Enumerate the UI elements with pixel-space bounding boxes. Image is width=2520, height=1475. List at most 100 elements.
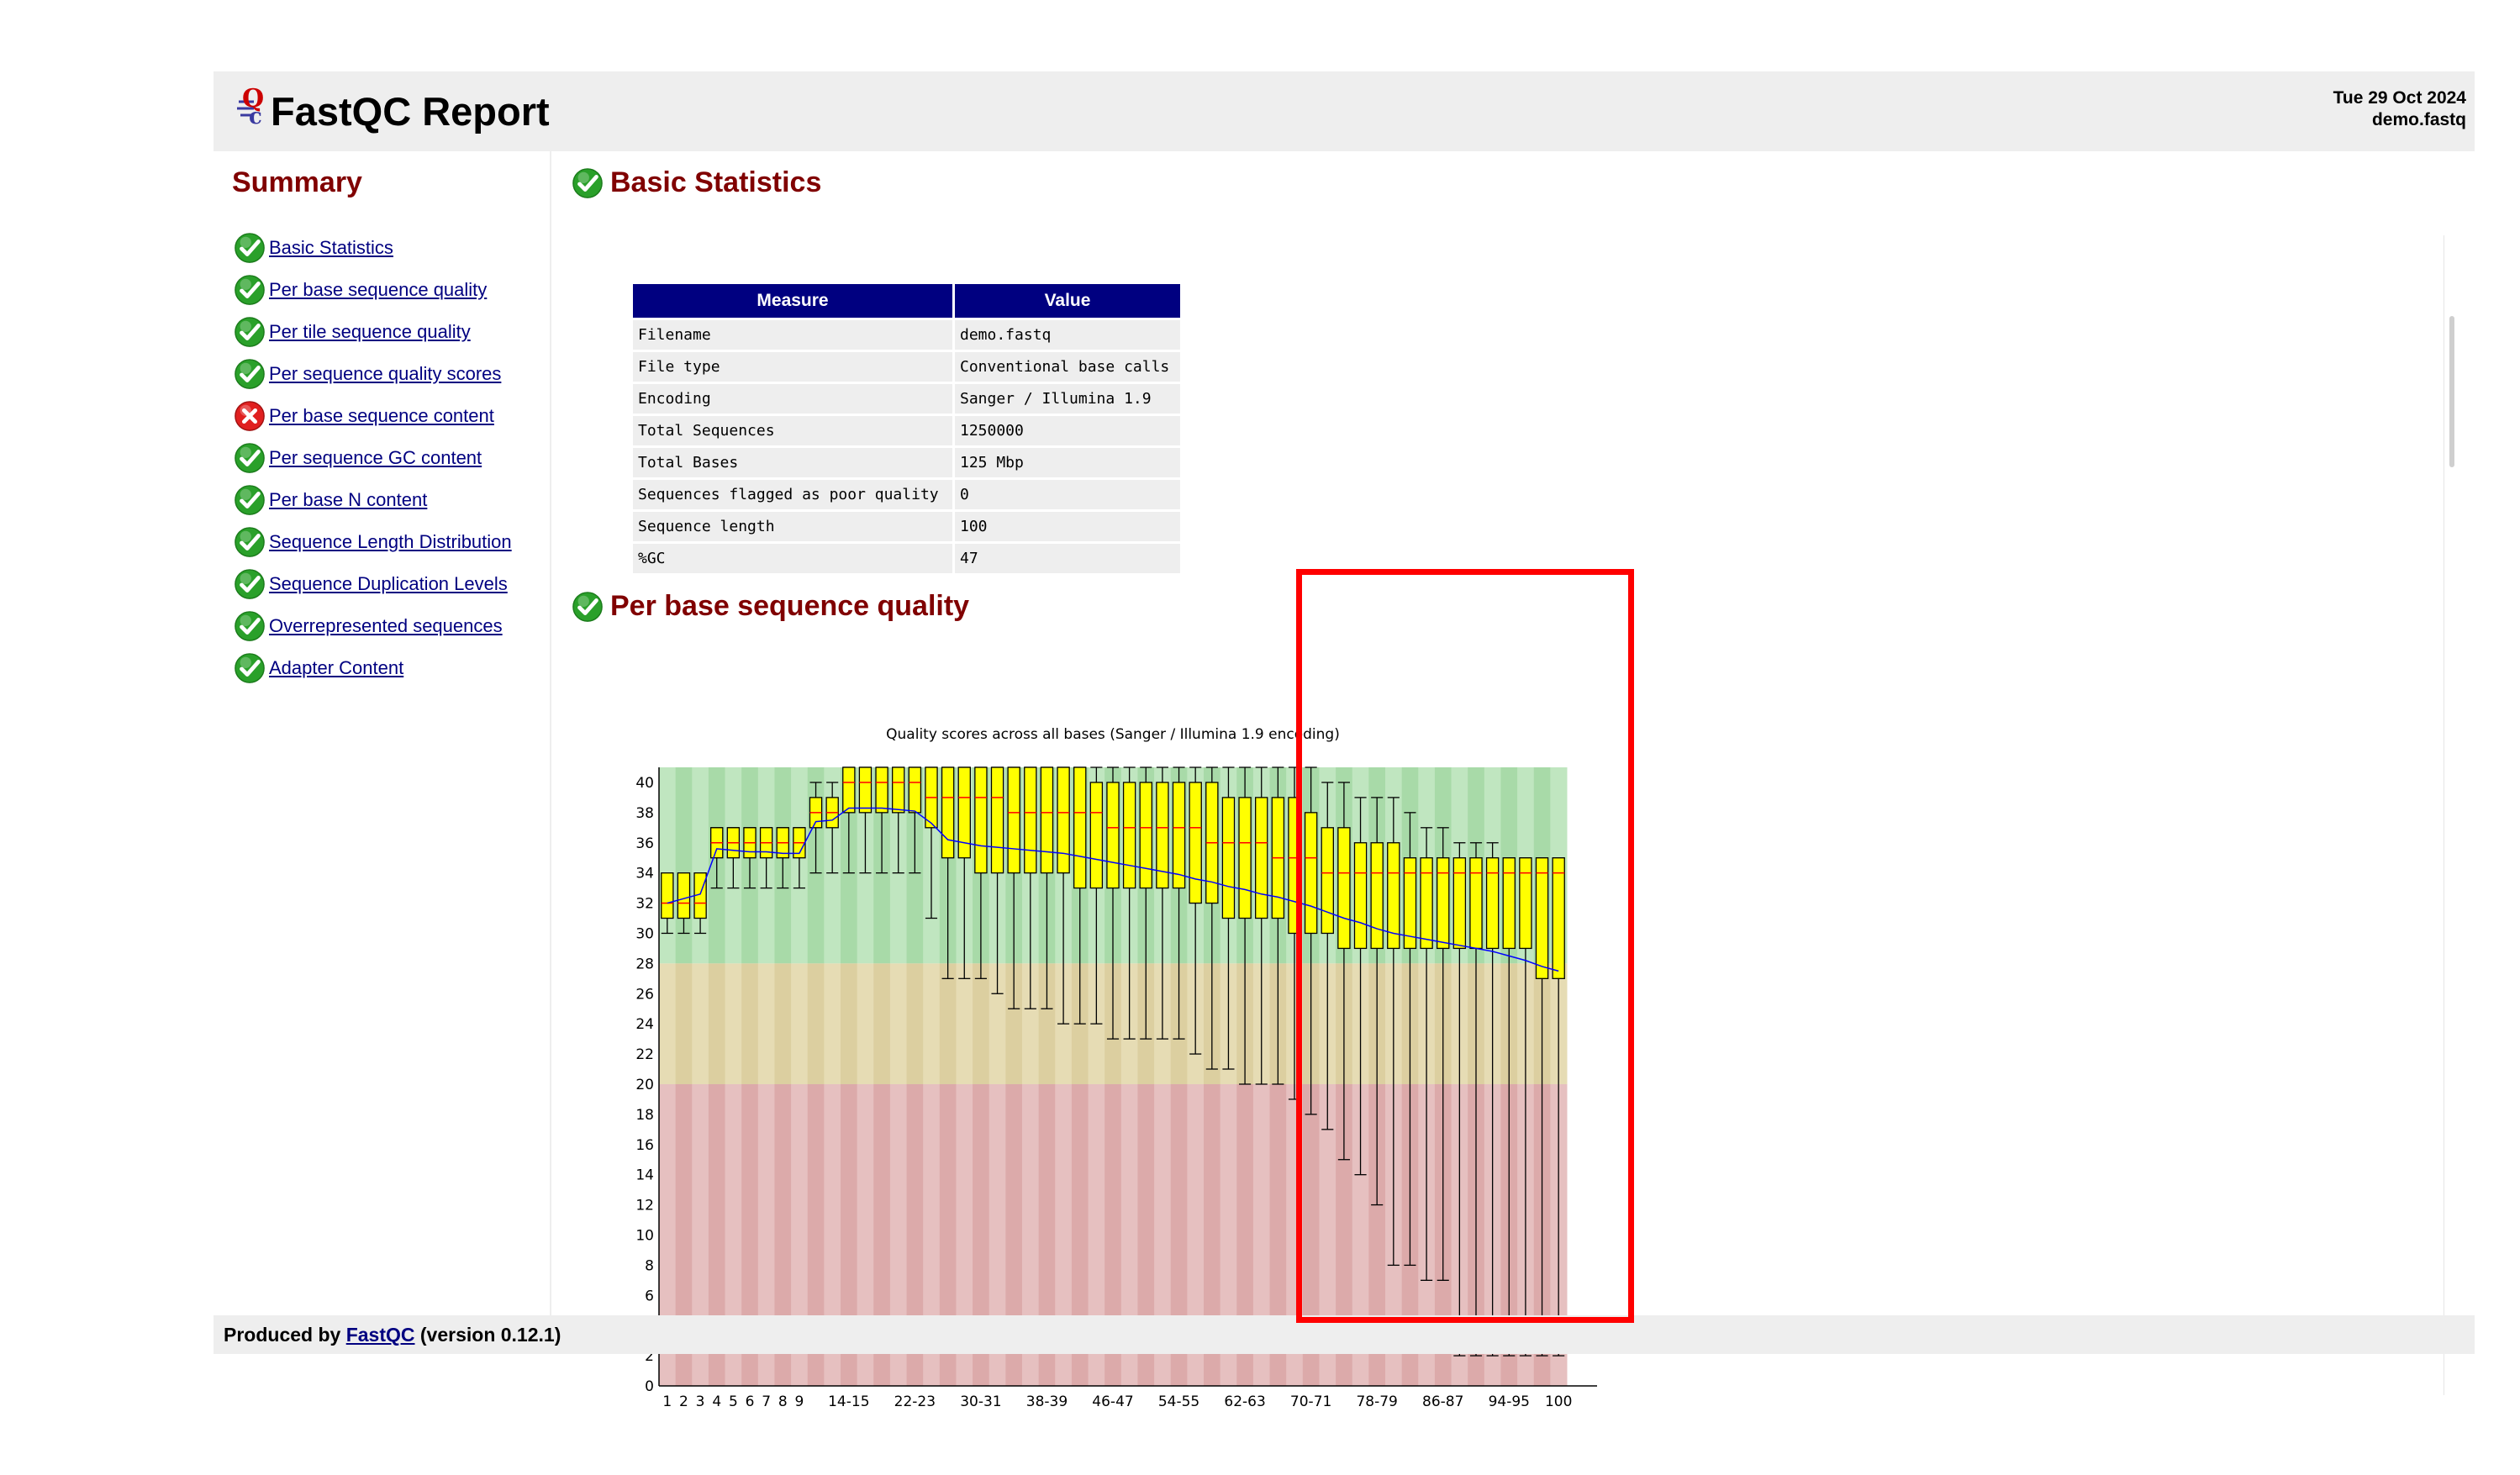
- quality-zone-poor: [692, 1083, 709, 1386]
- y-tick-label: 20: [635, 1077, 654, 1093]
- quality-box: [1238, 797, 1252, 919]
- measure-cell: Filename: [633, 320, 952, 350]
- quality-zone-poor: [1204, 1083, 1221, 1386]
- footer-prefix: Produced by: [224, 1324, 341, 1346]
- quality-zone-reasonable: [1005, 963, 1023, 1084]
- quality-zone-poor: [725, 1083, 742, 1386]
- summary-sidebar: Summary Basic Statistics Per base sequenc…: [214, 151, 551, 1315]
- x-tick-label: 3: [696, 1393, 705, 1410]
- quality-zone-poor: [956, 1083, 973, 1386]
- summary-link[interactable]: Sequence Duplication Levels: [269, 573, 508, 594]
- quality-box: [1089, 782, 1104, 889]
- quality-zone-reasonable: [824, 963, 841, 1084]
- summary-link[interactable]: Per tile sequence quality: [269, 321, 471, 342]
- value-cell: 100: [955, 512, 1180, 541]
- table-row: Encoding Sanger / Illumina 1.9: [633, 384, 1180, 414]
- quality-box: [1255, 797, 1268, 919]
- x-tick-label: 38-39: [1026, 1393, 1068, 1410]
- quality-box: [842, 766, 856, 814]
- quality-box: [1024, 766, 1037, 874]
- quality-box: [1040, 766, 1054, 874]
- scrollbar-thumb[interactable]: [2449, 316, 2454, 467]
- summary-link[interactable]: Per sequence quality scores: [269, 363, 502, 384]
- measure-cell: File type: [633, 352, 952, 382]
- quality-box: [1172, 782, 1186, 889]
- measure-cell: Total Bases: [633, 448, 952, 477]
- summary-link[interactable]: Per base sequence quality: [269, 279, 488, 300]
- quality-box: [1370, 842, 1384, 950]
- report-title: FastQC Report: [271, 89, 550, 134]
- table-row: Total Sequences 1250000: [633, 416, 1180, 445]
- y-tick-label: 16: [635, 1137, 654, 1154]
- quality-zone-reasonable: [857, 963, 874, 1084]
- summary-item: Basic Statistics: [234, 227, 512, 269]
- quality-box: [1156, 782, 1169, 889]
- x-tick-label: 9: [794, 1393, 804, 1410]
- quality-zone-reasonable: [939, 963, 957, 1084]
- quality-zone-poor: [1352, 1083, 1369, 1386]
- report-footer: Produced by FastQC (version 0.12.1): [214, 1315, 2475, 1354]
- quality-box: [957, 766, 971, 859]
- basic-statistics-section-header: Basic Statistics: [572, 166, 821, 199]
- report-frame: Q c FastQC Report Tue 29 Oct 2024 demo.f…: [214, 71, 2475, 1410]
- quality-zone-poor: [1120, 1083, 1138, 1386]
- quality-zone-reasonable: [708, 963, 726, 1084]
- quality-zone-poor: [973, 1083, 990, 1386]
- summary-list: Basic Statistics Per base sequence qualit…: [234, 227, 512, 689]
- value-cell: 47: [955, 544, 1180, 573]
- footer-text: Produced by FastQC (version 0.12.1): [224, 1324, 561, 1346]
- quality-zone-reasonable: [692, 963, 709, 1084]
- pass-check-icon: [235, 611, 265, 641]
- quality-box: [908, 766, 922, 814]
- value-cell: Sanger / Illumina 1.9: [955, 384, 1180, 414]
- quality-box: [1106, 782, 1120, 889]
- summary-link[interactable]: Per sequence GC content: [269, 447, 482, 468]
- summary-link[interactable]: Basic Statistics: [269, 237, 393, 258]
- summary-link[interactable]: Sequence Length Distribution: [269, 531, 512, 552]
- quality-zone-reasonable: [659, 963, 677, 1084]
- quality-box: [1403, 857, 1417, 950]
- quality-zone-poor: [1187, 1083, 1205, 1386]
- summary-item: Per tile sequence quality: [234, 311, 512, 353]
- summary-link[interactable]: Overrepresented sequences: [269, 615, 503, 636]
- per-base-quality-chart: Quality scores across all bases (Sanger …: [635, 726, 1597, 1410]
- x-tick-label: 7: [762, 1393, 771, 1410]
- quality-box: [677, 872, 691, 919]
- y-tick-label: 18: [635, 1107, 654, 1124]
- quality-zone-reasonable: [791, 963, 809, 1084]
- x-tick-label: 4: [712, 1393, 721, 1410]
- quality-box: [1485, 857, 1500, 950]
- quality-box: [974, 766, 988, 874]
- table-row: Filename demo.fastq: [633, 320, 1180, 350]
- pass-check-icon: [235, 275, 265, 305]
- quality-zone-poor: [1236, 1083, 1254, 1386]
- summary-item: Adapter Content: [234, 647, 512, 689]
- summary-item: Sequence Length Distribution: [234, 521, 512, 563]
- summary-item: Per base N content: [234, 479, 512, 521]
- pass-check-icon: [235, 317, 265, 347]
- chart-title: Quality scores across all bases (Sanger …: [886, 726, 1340, 743]
- summary-link[interactable]: Per base N content: [269, 489, 428, 510]
- quality-zone-poor: [757, 1083, 775, 1386]
- quality-zone-poor: [857, 1083, 874, 1386]
- quality-zone-reasonable: [1038, 963, 1056, 1084]
- summary-item: Sequence Duplication Levels: [234, 563, 512, 605]
- quality-zone-poor: [906, 1083, 924, 1386]
- report-header: Q c FastQC Report Tue 29 Oct 2024 demo.f…: [214, 71, 2475, 151]
- quality-zone-poor: [774, 1083, 792, 1386]
- quality-zone-poor: [708, 1083, 726, 1386]
- quality-zone-reasonable: [906, 963, 924, 1084]
- measure-cell: Total Sequences: [633, 416, 952, 445]
- quality-zone-poor: [1302, 1083, 1320, 1386]
- quality-box: [1387, 842, 1400, 950]
- quality-zone-poor: [841, 1083, 858, 1386]
- fastqc-link[interactable]: FastQC: [345, 1324, 415, 1346]
- pass-check-icon: [235, 233, 265, 263]
- basic-statistics-title: Basic Statistics: [610, 166, 822, 198]
- summary-item: Per sequence quality scores: [234, 353, 512, 395]
- summary-link[interactable]: Per base sequence content: [269, 405, 494, 426]
- value-cell: 0: [955, 480, 1180, 509]
- summary-link[interactable]: Adapter Content: [269, 657, 404, 678]
- vertical-scrollbar[interactable]: [2444, 235, 2459, 1395]
- quality-box: [1337, 827, 1351, 950]
